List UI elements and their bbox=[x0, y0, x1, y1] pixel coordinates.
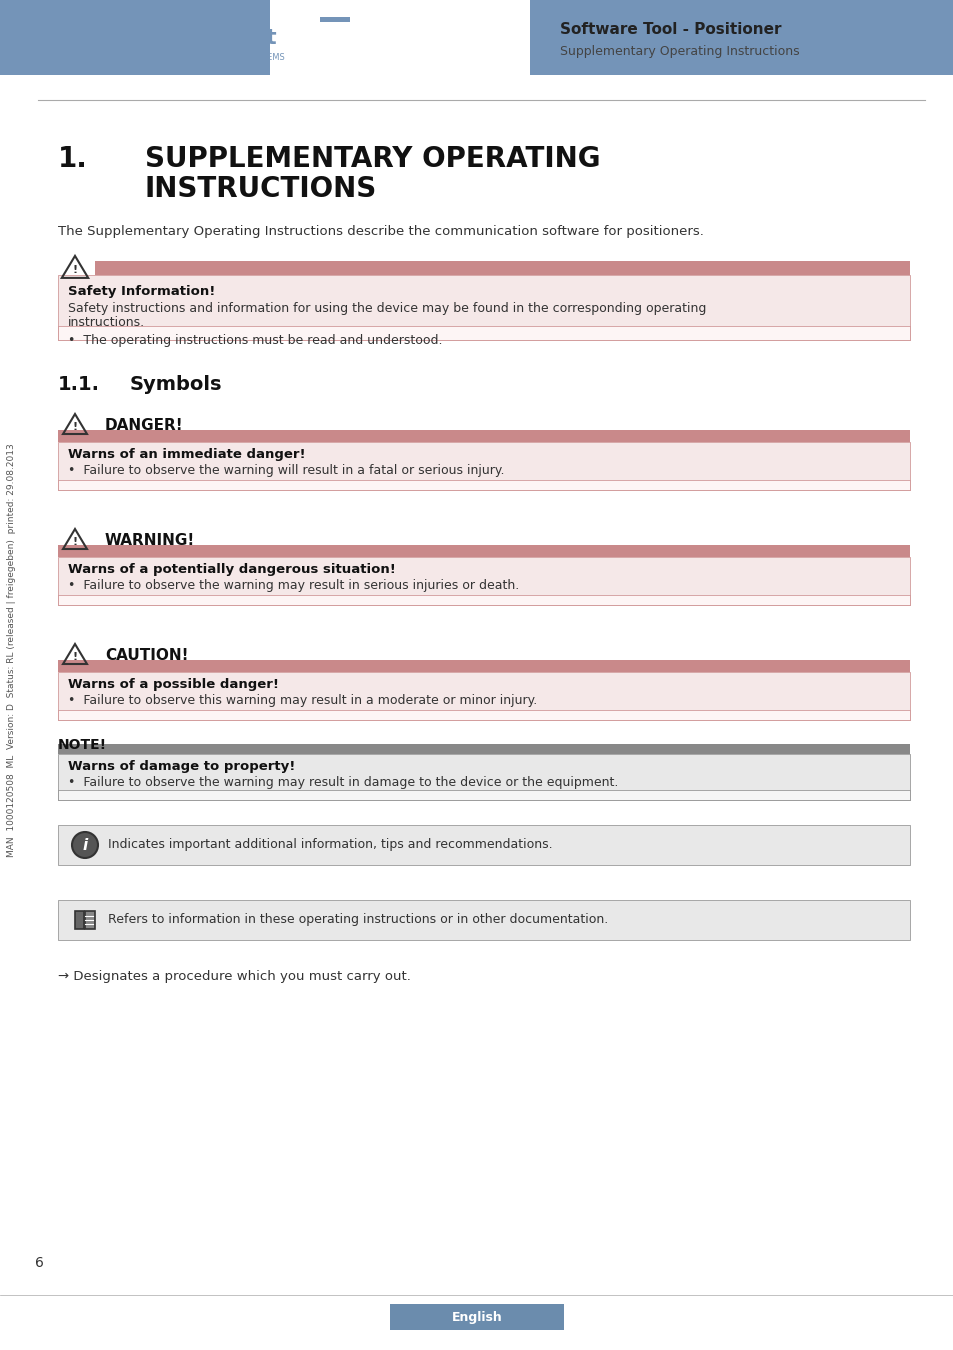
FancyBboxPatch shape bbox=[332, 18, 344, 22]
Text: FLUID CONTROL SYSTEMS: FLUID CONTROL SYSTEMS bbox=[175, 54, 284, 62]
Text: WARNING!: WARNING! bbox=[105, 533, 195, 548]
Text: INSTRUCTIONS: INSTRUCTIONS bbox=[145, 176, 376, 202]
FancyBboxPatch shape bbox=[58, 275, 909, 340]
FancyBboxPatch shape bbox=[58, 900, 909, 940]
FancyBboxPatch shape bbox=[58, 660, 909, 672]
Text: Safety Information!: Safety Information! bbox=[68, 285, 215, 298]
FancyBboxPatch shape bbox=[58, 825, 909, 865]
Text: •  Failure to observe the warning may result in serious injuries or death.: • Failure to observe the warning may res… bbox=[68, 579, 518, 593]
Text: SUPPLEMENTARY OPERATING: SUPPLEMENTARY OPERATING bbox=[145, 144, 599, 173]
FancyBboxPatch shape bbox=[390, 1304, 563, 1330]
Text: !: ! bbox=[72, 265, 77, 275]
FancyBboxPatch shape bbox=[58, 558, 909, 605]
Text: Warns of damage to property!: Warns of damage to property! bbox=[68, 760, 295, 774]
Text: 1.: 1. bbox=[58, 144, 88, 173]
FancyBboxPatch shape bbox=[530, 0, 953, 76]
Text: → Designates a procedure which you must carry out.: → Designates a procedure which you must … bbox=[58, 971, 411, 983]
Text: •  Failure to observe the warning may result in damage to the device or the equi: • Failure to observe the warning may res… bbox=[68, 776, 618, 788]
FancyBboxPatch shape bbox=[336, 18, 338, 22]
Text: English: English bbox=[451, 1311, 502, 1323]
FancyBboxPatch shape bbox=[58, 672, 909, 720]
Text: instructions.: instructions. bbox=[68, 316, 145, 329]
FancyBboxPatch shape bbox=[58, 710, 909, 720]
Text: Safety instructions and information for using the device may be found in the cor: Safety instructions and information for … bbox=[68, 302, 705, 315]
Text: Symbols: Symbols bbox=[130, 375, 222, 394]
Text: 6: 6 bbox=[35, 1256, 44, 1270]
FancyBboxPatch shape bbox=[58, 595, 909, 605]
FancyBboxPatch shape bbox=[85, 911, 94, 929]
Text: !: ! bbox=[72, 537, 77, 547]
FancyBboxPatch shape bbox=[58, 481, 909, 490]
FancyBboxPatch shape bbox=[0, 0, 270, 76]
Text: CAUTION!: CAUTION! bbox=[105, 648, 189, 663]
Text: Supplementary Operating Instructions: Supplementary Operating Instructions bbox=[559, 46, 799, 58]
Text: bürkert: bürkert bbox=[183, 28, 276, 49]
FancyBboxPatch shape bbox=[58, 441, 909, 490]
Text: •  Failure to observe the warning will result in a fatal or serious injury.: • Failure to observe the warning will re… bbox=[68, 464, 504, 477]
FancyBboxPatch shape bbox=[344, 18, 350, 22]
Text: •  Failure to observe this warning may result in a moderate or minor injury.: • Failure to observe this warning may re… bbox=[68, 694, 537, 707]
Text: NOTE!: NOTE! bbox=[58, 738, 107, 752]
Circle shape bbox=[71, 832, 98, 859]
Text: Warns of an immediate danger!: Warns of an immediate danger! bbox=[68, 448, 305, 460]
Text: Refers to information in these operating instructions or in other documentation.: Refers to information in these operating… bbox=[108, 913, 608, 926]
Text: Software Tool - Positioner: Software Tool - Positioner bbox=[559, 23, 781, 38]
FancyBboxPatch shape bbox=[58, 755, 909, 801]
FancyBboxPatch shape bbox=[58, 790, 909, 801]
Text: MAN  1000120508  ML  Version: D  Status: RL (released | freigegeben)  printed: 2: MAN 1000120508 ML Version: D Status: RL … bbox=[8, 443, 16, 857]
Text: DANGER!: DANGER! bbox=[105, 418, 183, 433]
Text: Warns of a potentially dangerous situation!: Warns of a potentially dangerous situati… bbox=[68, 563, 395, 576]
Text: Indicates important additional information, tips and recommendations.: Indicates important additional informati… bbox=[108, 838, 552, 850]
Text: •  The operating instructions must be read and understood.: • The operating instructions must be rea… bbox=[68, 333, 442, 347]
FancyBboxPatch shape bbox=[58, 325, 909, 340]
FancyBboxPatch shape bbox=[325, 18, 327, 22]
FancyBboxPatch shape bbox=[58, 744, 909, 755]
FancyBboxPatch shape bbox=[74, 911, 84, 929]
FancyBboxPatch shape bbox=[58, 545, 909, 558]
FancyBboxPatch shape bbox=[58, 431, 909, 441]
Text: 1.1.: 1.1. bbox=[58, 375, 100, 394]
Text: i: i bbox=[82, 837, 88, 852]
FancyBboxPatch shape bbox=[319, 18, 335, 22]
Text: Warns of a possible danger!: Warns of a possible danger! bbox=[68, 678, 278, 691]
FancyBboxPatch shape bbox=[95, 261, 909, 275]
Text: !: ! bbox=[72, 423, 77, 432]
Text: !: ! bbox=[72, 652, 77, 662]
Text: The Supplementary Operating Instructions describe the communication software for: The Supplementary Operating Instructions… bbox=[58, 225, 703, 238]
